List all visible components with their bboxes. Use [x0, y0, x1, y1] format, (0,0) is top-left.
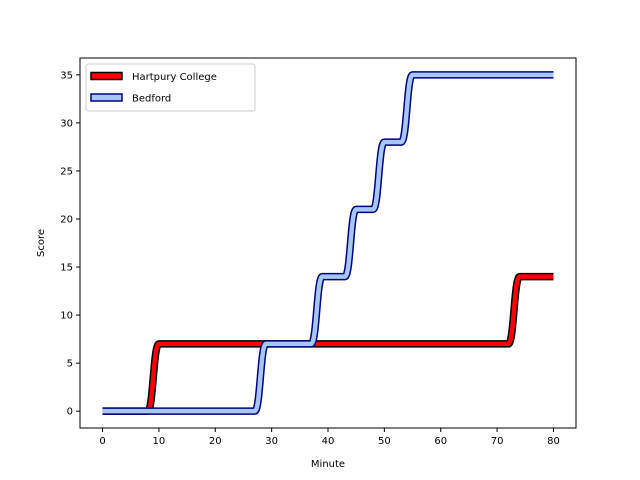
x-tick-label: 20 — [209, 436, 222, 447]
x-tick-label: 0 — [99, 436, 105, 447]
legend: Hartpury College Bedford — [85, 63, 256, 112]
x-axis-ticks: 0 10 20 30 40 50 60 70 80 — [99, 428, 560, 447]
legend-swatch-1 — [90, 93, 123, 102]
series-line-0 — [102, 274, 554, 414]
x-tick-label: 50 — [378, 436, 391, 447]
y-tick-label: 0 — [67, 407, 73, 418]
x-tick-label: 60 — [434, 436, 447, 447]
y-tick-label: 35 — [60, 70, 73, 81]
legend-swatch-0 — [90, 71, 123, 81]
x-tick-label: 40 — [322, 436, 335, 447]
x-tick-label: 80 — [547, 436, 560, 447]
x-tick-label: 70 — [491, 436, 504, 447]
y-tick-label: 30 — [60, 118, 73, 129]
y-tick-label: 20 — [60, 214, 73, 225]
legend-box — [85, 63, 256, 112]
y-tick-label: 10 — [60, 311, 73, 322]
y-axis-ticks: 0 5 10 15 20 25 30 35 — [60, 70, 80, 418]
series-line-1 — [102, 72, 554, 414]
y-axis-label: Score — [36, 229, 47, 257]
x-axis-label: Minute — [311, 459, 345, 470]
series-layer — [102, 71, 554, 415]
x-tick-label: 30 — [265, 436, 278, 447]
legend-label-1: Bedford — [132, 94, 171, 105]
x-tick-label: 10 — [153, 436, 166, 447]
y-tick-label: 15 — [60, 263, 73, 274]
y-tick-label: 25 — [60, 166, 73, 177]
legend-label-0: Hartpury College — [132, 72, 217, 83]
y-tick-label: 5 — [67, 359, 73, 370]
